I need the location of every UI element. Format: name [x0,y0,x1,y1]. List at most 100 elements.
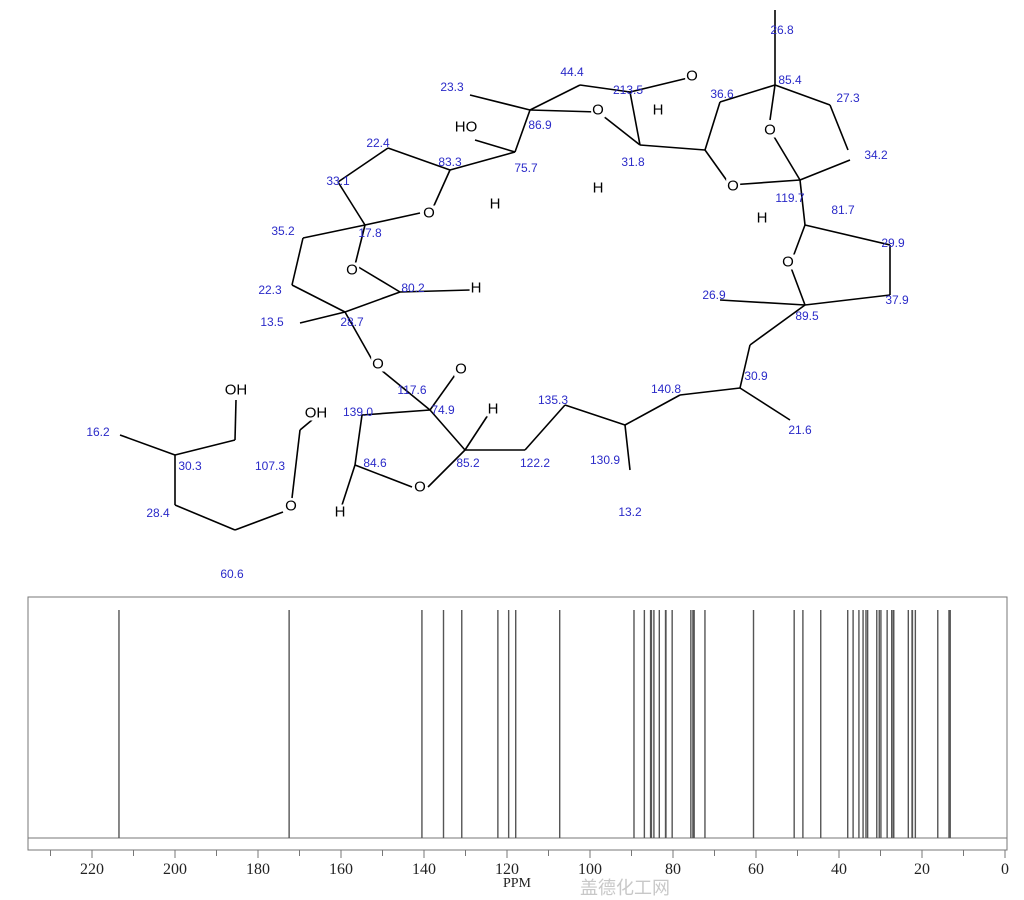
bond [799,179,806,226]
atom-label: O [781,253,795,271]
atom-label: O [422,204,436,222]
shift-label: 21.6 [788,423,812,437]
bond [524,404,566,451]
bond [234,511,284,531]
shift-label: 16.2 [86,425,110,439]
shift-label: 17.8 [358,226,382,240]
shift-label: 213.5 [612,83,644,97]
shift-label: 122.2 [519,456,551,470]
bond [799,159,851,181]
bond [564,404,626,426]
shift-label: 44.4 [560,65,584,79]
shift-label: 13.5 [260,315,284,329]
x-tick-label: 180 [246,861,270,878]
x-tick-label: 220 [80,861,104,878]
shift-label: 130.9 [589,453,621,467]
bond [234,399,237,441]
bond [354,224,366,266]
molecule-structure [119,10,891,531]
bond [789,264,806,306]
shift-label: 36.6 [710,87,734,101]
bond [769,129,801,181]
atom-label: H [651,101,665,119]
atom-label: O [591,101,605,119]
bond [361,409,431,416]
bond [469,94,531,111]
bond [514,109,531,153]
atom-label: O [726,177,740,195]
bond [679,387,741,396]
x-tick-label: 40 [831,861,847,878]
bond [354,264,401,293]
bond [431,169,451,211]
bond [299,419,313,431]
bond [344,311,376,366]
atom-label: H [469,279,483,297]
shift-label: 34.2 [864,148,888,162]
shift-label: 85.4 [778,73,802,87]
atom-label: OH [223,381,249,399]
shift-label: 26.8 [770,23,794,37]
bond [374,364,431,411]
bond [174,504,236,531]
shift-label: 22.4 [366,136,390,150]
atom-label: O [345,261,359,279]
atom-label: HO [453,118,479,136]
shift-label: 80.2 [401,281,425,295]
shift-label: 22.3 [258,283,282,297]
shift-label: 30.9 [744,369,768,383]
x-tick-label: 100 [578,861,602,878]
shift-label: 140.8 [650,382,682,396]
x-tick-label: 160 [329,861,353,878]
atom-label: H [755,209,769,227]
shift-label: 117.6 [397,383,427,397]
x-tick-label: 140 [412,861,436,878]
bond [749,304,806,346]
bond [624,394,681,426]
shift-label: 107.3 [254,459,286,473]
bond [429,374,456,411]
shift-label: 83.3 [438,155,462,169]
bond [804,294,891,306]
bond [529,109,599,113]
bond [299,311,346,324]
bond [337,181,366,226]
bond [302,224,366,239]
bond [529,84,581,111]
peaks [118,610,951,838]
bond [429,409,466,451]
shift-label: 75.7 [514,161,538,175]
shift-label: 139.0 [342,405,374,419]
bond [464,414,489,451]
shift-label: 28.4 [146,506,170,520]
atom-label: OH [303,404,329,422]
atom-label: O [284,497,298,515]
bond [474,139,516,153]
bond [354,414,363,466]
shift-label: 74.9 [431,403,455,417]
shift-label: 81.7 [831,203,855,217]
shift-label: 84.6 [363,456,387,470]
x-axis-label: PPM [503,876,532,891]
bond [629,91,641,146]
bond [364,212,421,226]
atom-label: H [486,400,500,418]
bond [804,224,891,246]
shift-label: 26.9 [702,288,726,302]
bond [629,77,689,93]
bond [704,101,721,151]
watermark: 盖德化工网 [580,878,670,899]
bond [719,299,806,306]
bond [291,284,346,313]
x-tick-label: 0 [1001,861,1009,878]
shift-label: 60.6 [220,567,244,581]
shift-label: 37.9 [885,293,909,307]
x-axis: 220 200 180 160 140 120 100 80 60 40 20 0 [50,850,1009,878]
bond [387,147,451,171]
shift-label: 89.5 [795,309,819,323]
shift-label: 27.3 [836,91,860,105]
bond [729,179,801,186]
shift-label: 119.7 [775,191,805,205]
shift-label: 35.2 [271,224,295,238]
shift-label: 28.7 [340,315,364,329]
